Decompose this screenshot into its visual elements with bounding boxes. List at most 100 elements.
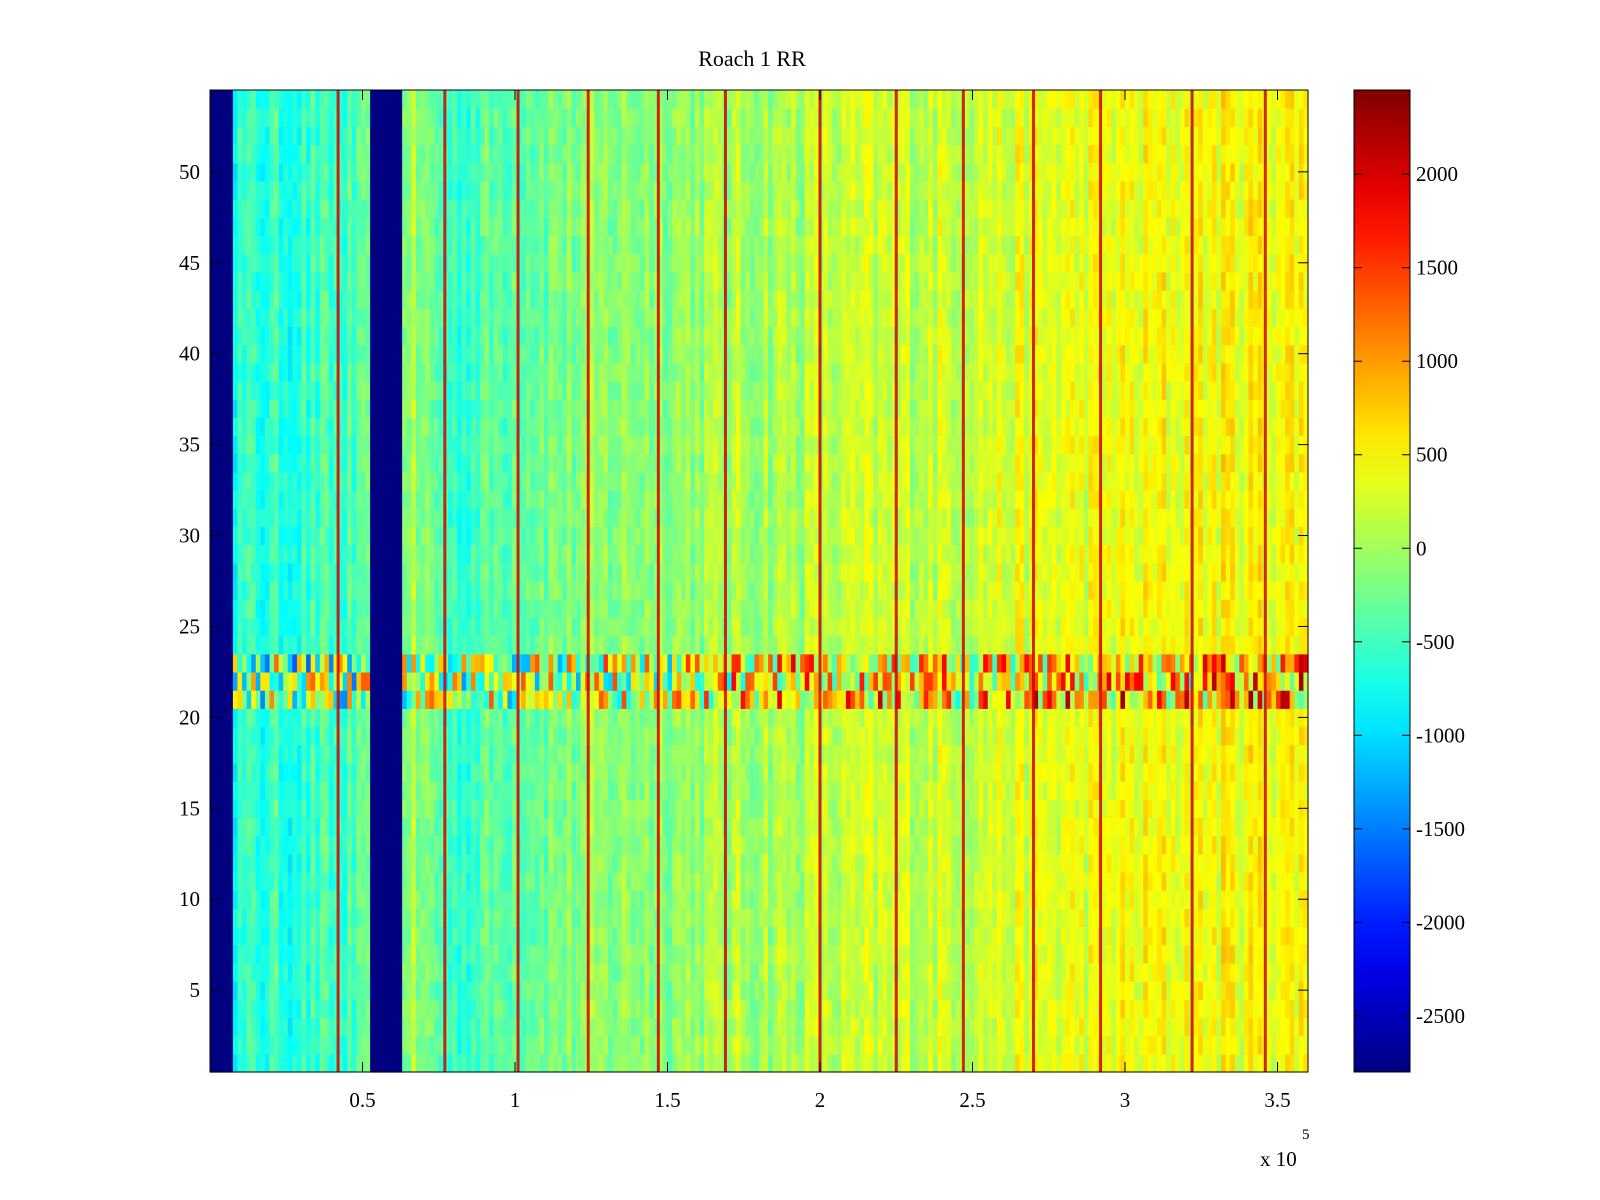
heatmap-cell	[333, 999, 339, 1019]
heatmap-cell	[1257, 817, 1263, 837]
heatmap-cell	[759, 962, 765, 982]
heatmap-cell	[1047, 690, 1053, 709]
heatmap-cell	[411, 871, 417, 891]
heatmap-cell	[1074, 781, 1080, 800]
heatmap-cell	[800, 890, 806, 909]
heatmap-cell	[461, 744, 467, 764]
heatmap-cell	[543, 999, 550, 1019]
heatmap-cell	[1001, 890, 1007, 909]
heatmap-cell	[598, 708, 605, 728]
heatmap-cell	[283, 817, 289, 837]
heatmap-cell	[708, 944, 714, 964]
heatmap-cell	[388, 817, 394, 837]
heatmap-cell	[649, 999, 655, 1019]
heatmap-cell	[406, 690, 412, 709]
heatmap-cell	[283, 762, 289, 782]
heatmap-cell	[1138, 762, 1144, 782]
heatmap-cell	[635, 835, 641, 855]
heatmap-cell	[942, 690, 948, 709]
heatmap-cell	[255, 708, 261, 728]
heatmap-cell	[681, 908, 687, 928]
heatmap-cell	[740, 690, 746, 709]
heatmap-cell	[274, 871, 280, 891]
heatmap-cell	[328, 1017, 335, 1037]
heatmap-cell	[772, 871, 778, 891]
heatmap-cell	[617, 999, 623, 1019]
heatmap-cell	[246, 781, 252, 800]
heatmap-cell	[1230, 962, 1236, 982]
heatmap-cell	[383, 1035, 390, 1055]
heatmap-cell	[274, 1053, 280, 1073]
heatmap-cell	[1006, 726, 1012, 746]
heatmap-cell	[242, 762, 248, 782]
heatmap-cell	[287, 690, 293, 709]
heatmap-cell	[1060, 908, 1067, 928]
heatmap-cell	[1125, 817, 1131, 837]
heatmap-cell	[800, 962, 806, 982]
heatmap-cell	[1001, 799, 1007, 819]
heatmap-cell	[1070, 1053, 1076, 1073]
heatmap-cell	[658, 1053, 664, 1073]
heatmap-cell	[525, 835, 531, 855]
heatmap-cell	[704, 708, 710, 728]
heatmap-cell	[914, 853, 920, 873]
heatmap-cell	[370, 781, 376, 800]
heatmap-cell	[502, 726, 508, 746]
heatmap-cell	[772, 999, 778, 1019]
heatmap-cell	[992, 835, 998, 855]
heatmap-cell	[781, 853, 788, 873]
heatmap-cell	[786, 781, 792, 800]
heatmap-cell	[681, 999, 687, 1019]
heatmap-cell	[457, 835, 463, 855]
heatmap-cell	[1248, 871, 1254, 891]
heatmap-cell	[365, 762, 371, 782]
heatmap-cell	[1015, 981, 1021, 1000]
heatmap-cell	[850, 781, 856, 800]
heatmap-cell	[521, 799, 527, 819]
heatmap-cell	[589, 981, 595, 1000]
heatmap-cell	[278, 781, 284, 800]
heatmap-cell	[351, 890, 357, 909]
heatmap-cell	[493, 799, 499, 819]
heatmap-cell	[1239, 926, 1245, 946]
heatmap-cell	[859, 690, 865, 709]
heatmap-cell	[768, 762, 774, 782]
heatmap-cell	[781, 1017, 788, 1037]
heatmap-cell	[438, 944, 444, 964]
heatmap-cell	[1010, 1017, 1016, 1037]
heatmap-cell	[708, 962, 714, 982]
heatmap-cell	[548, 1035, 554, 1055]
heatmap-cell	[909, 944, 916, 964]
heatmap-cell	[1102, 781, 1108, 800]
heatmap-cell	[251, 908, 257, 928]
heatmap-cell	[759, 781, 765, 800]
heatmap-cell	[370, 708, 376, 728]
heatmap-cell	[964, 690, 971, 709]
heatmap-cell	[1120, 962, 1126, 982]
heatmap-cell	[379, 981, 385, 1000]
heatmap-cell	[521, 853, 527, 873]
heatmap-cell	[786, 726, 792, 746]
heatmap-cell	[1065, 853, 1071, 873]
heatmap-cell	[653, 926, 659, 946]
heatmap-cell	[726, 690, 733, 709]
heatmap-cell	[1028, 999, 1035, 1019]
heatmap-cell	[383, 744, 390, 764]
heatmap-cell	[1179, 962, 1186, 982]
heatmap-cell	[292, 817, 298, 837]
heatmap-cell	[768, 853, 774, 873]
heatmap-cell	[1033, 962, 1039, 982]
heatmap-cell	[553, 944, 559, 964]
heatmap-cell	[223, 708, 229, 728]
heatmap-cell	[832, 981, 838, 1000]
heatmap-cell	[1006, 708, 1012, 728]
heatmap-cell	[708, 690, 714, 709]
heatmap-cell	[740, 944, 746, 964]
heatmap-cell	[420, 853, 426, 873]
heatmap-cell	[452, 944, 458, 964]
heatmap-cell	[749, 962, 756, 982]
heatmap-cell	[987, 762, 993, 782]
heatmap-cell	[214, 835, 220, 855]
heatmap-cell	[402, 799, 408, 819]
heatmap-cell	[571, 799, 577, 819]
